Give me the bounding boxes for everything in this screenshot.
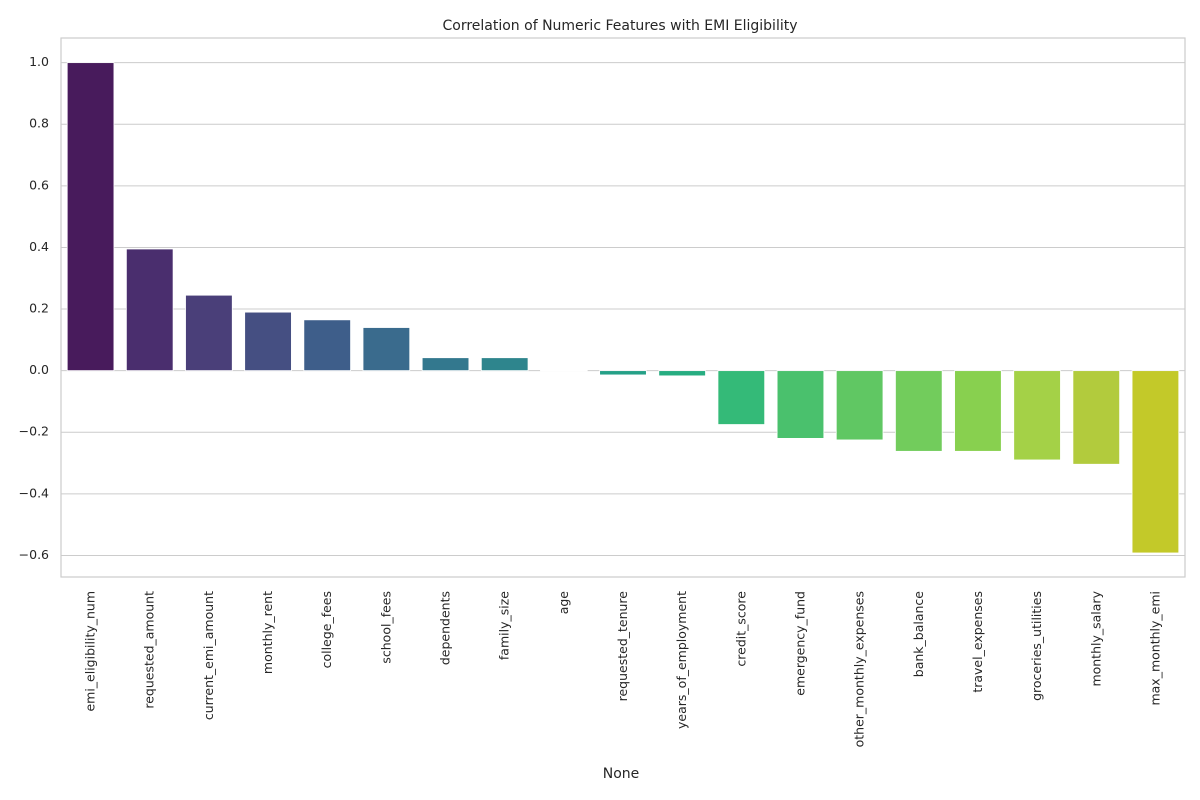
y-tick-label: −0.2 (19, 424, 49, 439)
x-tick-label: groceries_utilities (1029, 591, 1044, 701)
bar-monthly-rent (244, 311, 292, 372)
y-tick-label: 0.6 (29, 177, 49, 192)
x-tick-label: age (556, 591, 571, 615)
bar-family-size (480, 357, 529, 372)
x-tick-label: max_monthly_emi (1147, 591, 1162, 706)
bar-years-of-employment (658, 370, 706, 377)
bar-groceries-utilities (1013, 370, 1061, 461)
bar-age (540, 369, 588, 372)
x-tick-label: current_emi_amount (201, 591, 216, 720)
bar-travel-expenses (954, 370, 1002, 452)
x-tick-label: monthly_salary (1088, 590, 1103, 686)
x-axis-label: None (603, 766, 640, 782)
bar-other-monthly-expenses (835, 370, 884, 441)
x-tick-label: travel_expenses (970, 591, 985, 693)
plot-frame (60, 37, 1186, 578)
bar-current-emi-amount (185, 294, 233, 372)
x-tick-label: family_size (497, 591, 512, 660)
bar-college-fees (303, 319, 351, 372)
x-tick-label: school_fees (378, 591, 393, 664)
bar-max-monthly-emi (1131, 370, 1180, 554)
x-tick-label: other_monthly_expenses (852, 591, 867, 747)
bar-monthly-salary (1072, 370, 1121, 465)
bar-credit-score (717, 370, 766, 425)
bar-school-fees (362, 327, 411, 372)
bar-requested-amount (125, 248, 174, 372)
bars-layer (66, 62, 1180, 554)
bar-dependents (421, 357, 470, 372)
x-tick-label: requested_tenure (615, 591, 630, 702)
y-tick-label: 0.8 (29, 116, 49, 131)
x-tick-label: years_of_employment (674, 591, 689, 729)
x-tick-label: requested_amount (142, 591, 157, 709)
x-tick-label: credit_score (733, 591, 748, 667)
x-tick-layer: emi_eligibility_num requested_amount curre… (83, 590, 1163, 747)
x-tick-label: emi_eligibility_num (83, 591, 98, 712)
y-tick-label: 0.4 (29, 239, 49, 254)
x-tick-label: emergency_fund (792, 591, 807, 696)
y-tick-label: 1.0 (29, 54, 49, 69)
x-tick-label: bank_balance (911, 591, 926, 678)
y-tick-layer: −0.6 −0.4 −0.2 0.0 0.2 0.4 0.6 0.8 1.0 (19, 54, 49, 562)
bar-requested-tenure (599, 370, 647, 376)
y-tick-label: −0.4 (19, 485, 49, 500)
chart-title: Correlation of Numeric Features with EMI… (442, 18, 797, 34)
bar-emi-eligibility-num (66, 62, 115, 372)
y-tick-label: −0.6 (19, 547, 49, 562)
y-tick-label: 0.0 (29, 362, 49, 377)
x-tick-label: college_fees (319, 591, 334, 668)
x-tick-label: dependents (438, 591, 453, 665)
x-tick-label: monthly_rent (260, 591, 275, 674)
bar-bank-balance (895, 370, 943, 452)
y-tick-label: 0.2 (29, 301, 49, 316)
bar-emergency-fund (776, 370, 825, 439)
